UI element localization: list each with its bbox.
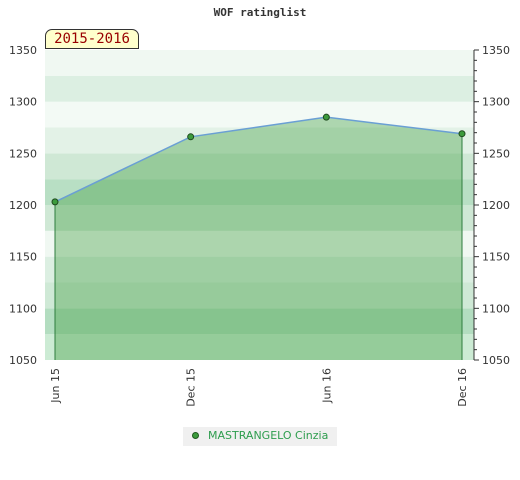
line-layer — [54, 116, 463, 203]
x-tick-label: Jun 16 — [320, 368, 333, 404]
point-markers — [51, 113, 466, 206]
x-tick-label: Jun 15 — [49, 368, 62, 404]
data-point — [51, 198, 59, 206]
data-point — [458, 130, 466, 138]
area-layer — [55, 117, 462, 361]
y-tick-label-left: 1250 — [9, 147, 37, 160]
y-tick-label-right: 1100 — [482, 302, 510, 315]
grid-band — [45, 101, 474, 128]
data-point — [322, 113, 330, 121]
y-tick-label-left: 1300 — [9, 96, 37, 109]
grid-band — [45, 75, 474, 102]
grid-band — [45, 50, 474, 76]
x-tick-label: Dec 15 — [185, 368, 198, 407]
legend-label: MASTRANGELO Cinzia — [208, 429, 329, 442]
data-point — [187, 133, 195, 141]
grid-band — [45, 230, 474, 257]
y-tick-label-left: 1350 — [9, 44, 37, 57]
y-tick-label-right: 1200 — [482, 199, 510, 212]
period-badge: 2015-2016 — [45, 29, 139, 49]
grid-band — [45, 205, 474, 231]
y-tick-label-left: 1050 — [9, 354, 37, 367]
series-area — [55, 117, 462, 361]
grid-band — [45, 308, 474, 335]
y-tick-label-right: 1150 — [482, 251, 510, 264]
x-axis: Jun 15 Dec 15 Jun 16 Dec 16 — [49, 368, 469, 407]
y-axis-left: 1050 1100 1150 1200 1250 1300 1350 — [9, 44, 37, 367]
grid-band — [45, 179, 474, 205]
x-tick-label: Dec 16 — [456, 368, 469, 407]
legend[interactable]: MASTRANGELO Cinzia — [183, 427, 337, 446]
grid-band — [45, 127, 474, 154]
legend-marker — [192, 432, 199, 439]
grid-band — [45, 153, 474, 180]
y-tick-label-left: 1150 — [9, 251, 37, 264]
drop-lines — [54, 133, 463, 360]
grid-band — [45, 256, 474, 283]
background-bands — [45, 50, 474, 360]
y-tick-label-right: 1050 — [482, 354, 510, 367]
grid-band — [45, 334, 474, 360]
y-tick-label-left: 1200 — [9, 199, 37, 212]
y-tick-label-right: 1300 — [482, 96, 510, 109]
chart-title: WOF ratinglist — [213, 6, 307, 19]
y-tick-label-left: 1100 — [9, 302, 37, 315]
y-axis-right: 1050 1100 1150 1200 1250 1300 1350 — [473, 44, 510, 367]
y-tick-label-right: 1250 — [482, 147, 510, 160]
series-line — [54, 116, 463, 203]
grid-band — [45, 282, 474, 309]
y-tick-label-right: 1350 — [482, 44, 510, 57]
